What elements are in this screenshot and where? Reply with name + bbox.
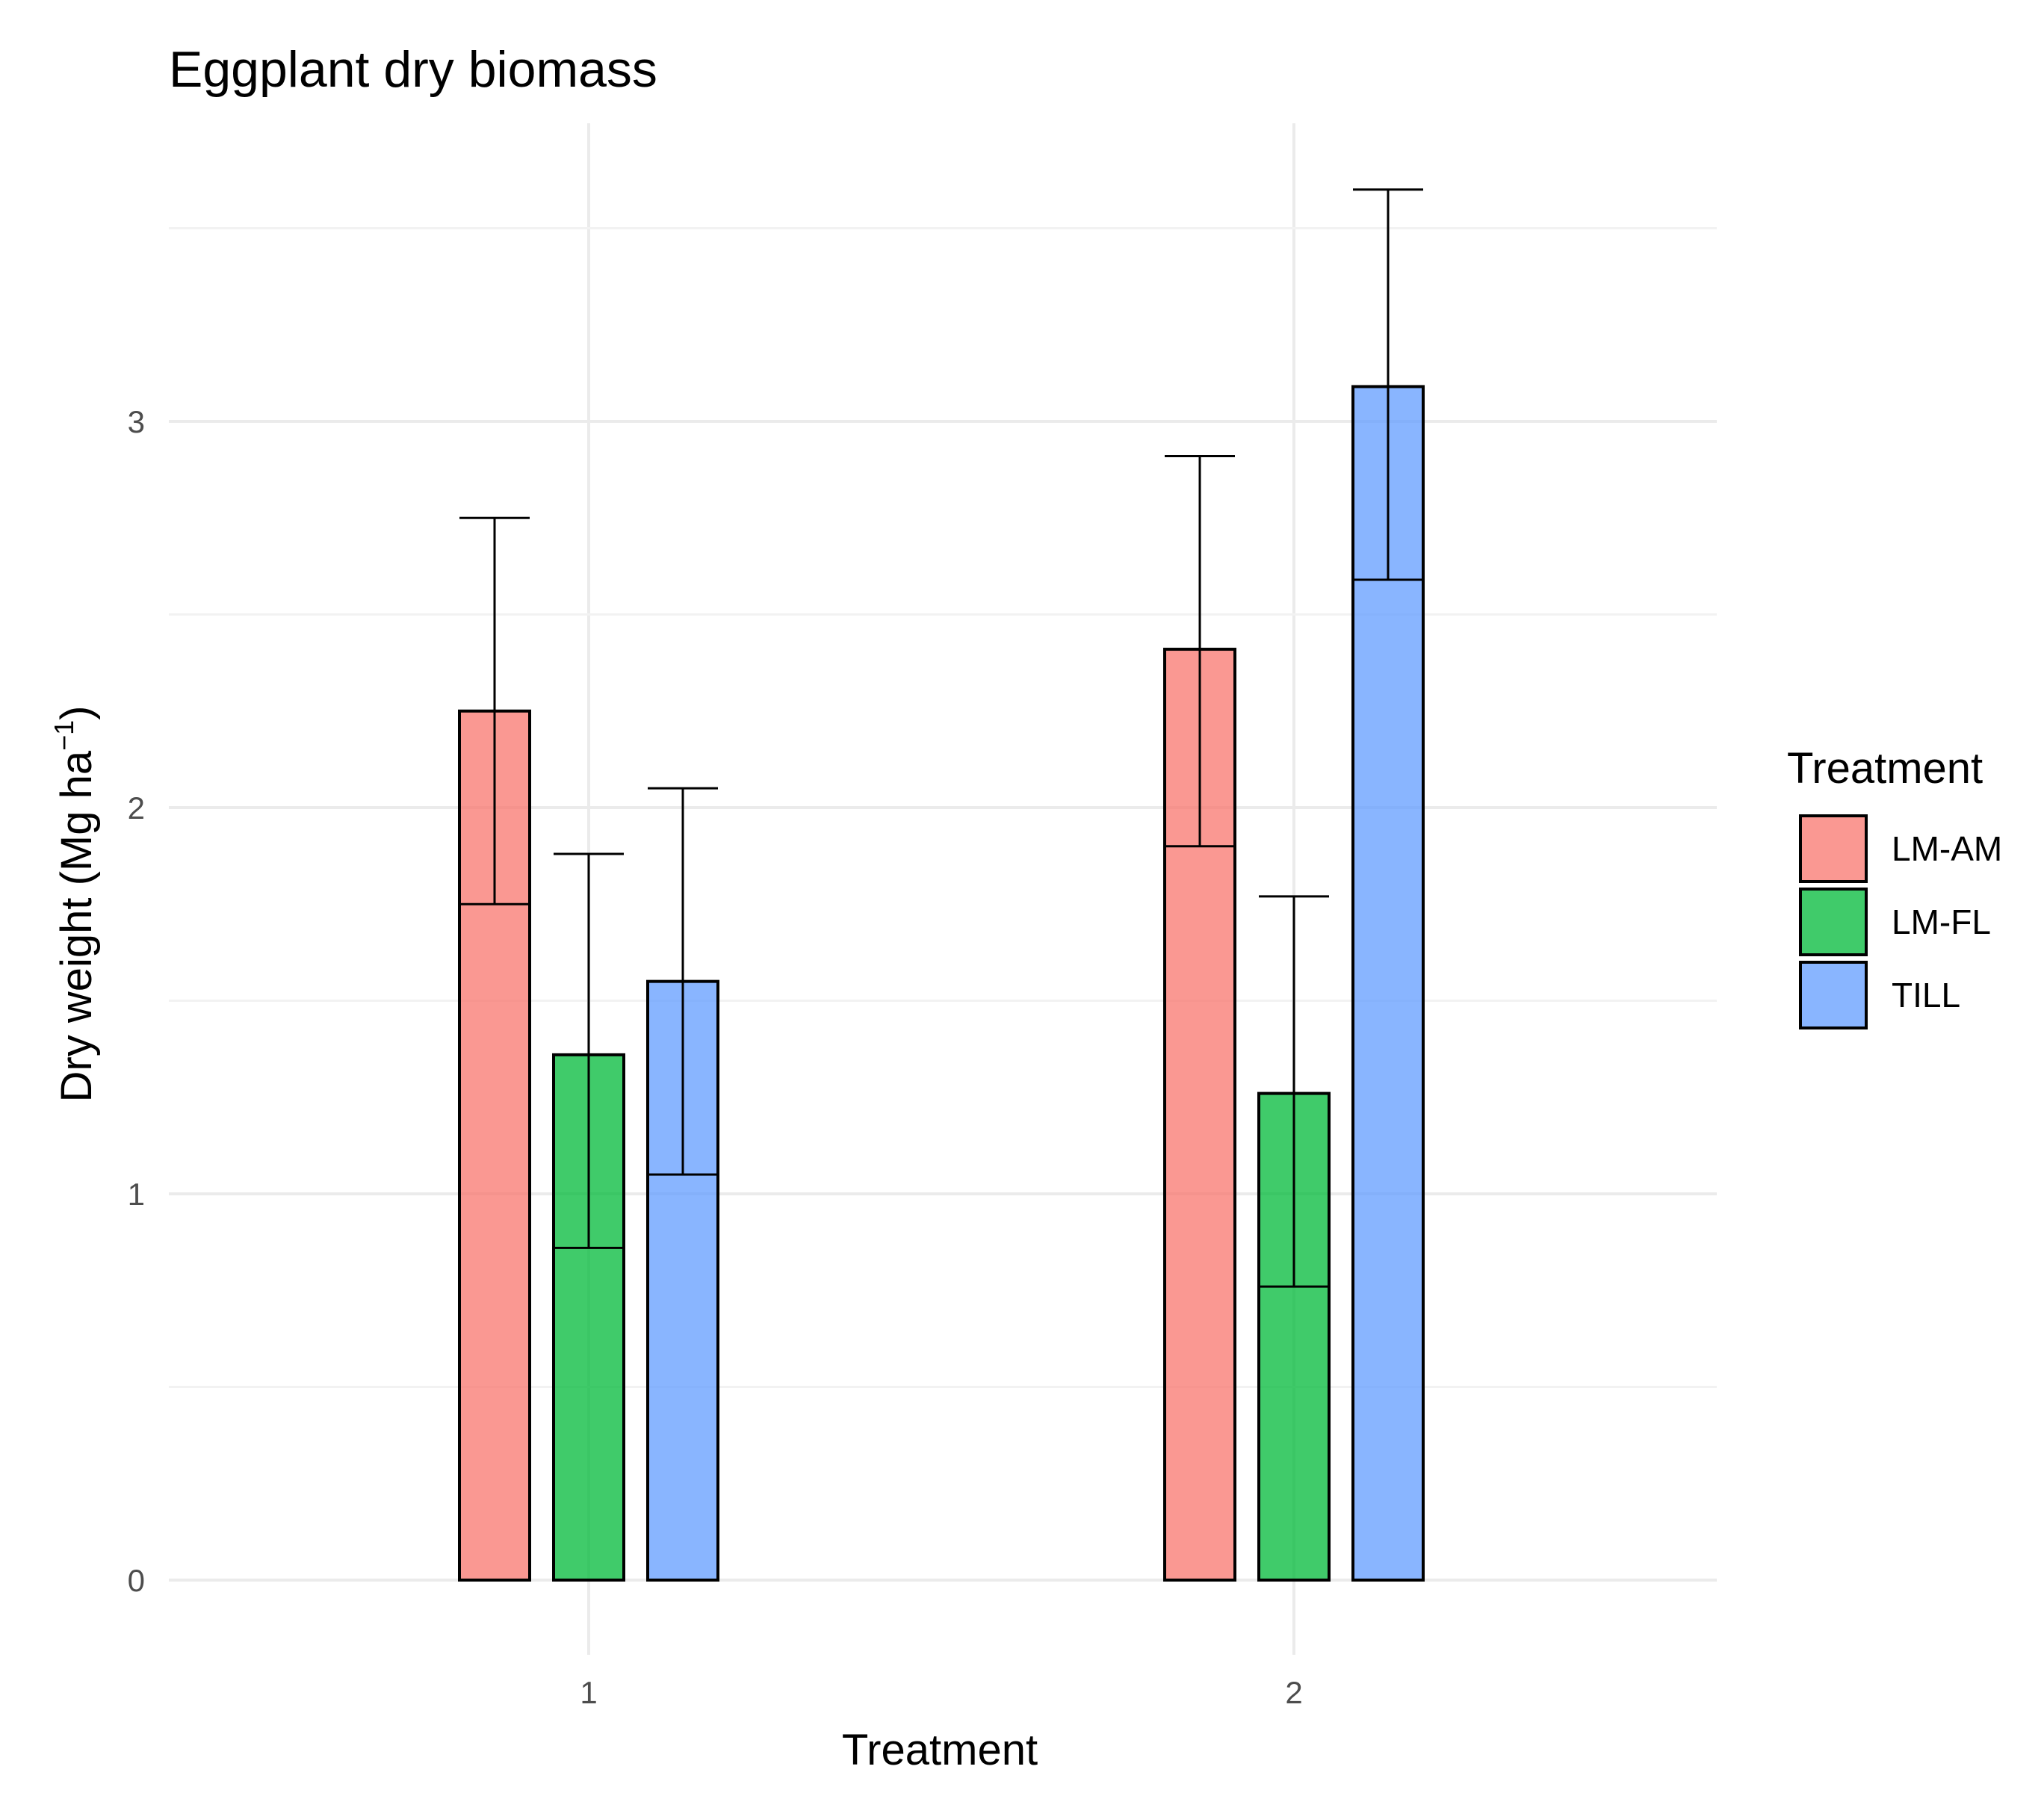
legend-label-till: TILL [1892, 976, 1960, 1015]
bar-lm-fl-1 [552, 1053, 625, 1582]
y-tick-label: 1 [128, 1177, 145, 1212]
y-tick-label: 0 [128, 1563, 145, 1598]
x-tick-label: 2 [1285, 1675, 1302, 1710]
legend-key-till [1799, 961, 1868, 1029]
y-tick-label: 2 [128, 790, 145, 826]
x-tick-label: 1 [580, 1675, 597, 1710]
error-bar-till-2 [1353, 188, 1423, 581]
error-bar-lm-fl-1 [554, 852, 624, 1249]
bar-till-2 [1351, 385, 1425, 1582]
error-bars [459, 188, 1423, 1288]
grid [169, 123, 1717, 1655]
error-bar-till-1 [648, 787, 718, 1176]
error-bar-lm-fl-2 [1259, 895, 1329, 1288]
y-axis-title-end: ) [52, 706, 101, 720]
y-tick-label: 3 [128, 404, 145, 439]
bars [458, 385, 1425, 1582]
legend-key-lm-am [1799, 814, 1868, 883]
y-axis-title-main: Dry weight (Mg ha [52, 750, 101, 1102]
legend-label-lm-fl: LM-FL [1892, 902, 1991, 941]
legend: Treatment LM-AM LM-FL TILL [1787, 744, 2002, 1029]
y-axis-title: Dry weight (Mg ha−1) [49, 706, 101, 1103]
y-axis-ticks: 0 1 2 3 [128, 404, 145, 1598]
error-bar-lm-am-1 [459, 516, 530, 905]
legend-title: Treatment [1787, 744, 1983, 793]
x-axis-title: Treatment [842, 1726, 1038, 1774]
chart-title: Eggplant dry biomass [169, 41, 657, 98]
legend-label-lm-am: LM-AM [1892, 829, 2002, 868]
error-bar-lm-am-2 [1165, 455, 1235, 848]
legend-key-lm-fl [1799, 888, 1868, 956]
y-axis-title-superscript: −1 [49, 720, 79, 751]
